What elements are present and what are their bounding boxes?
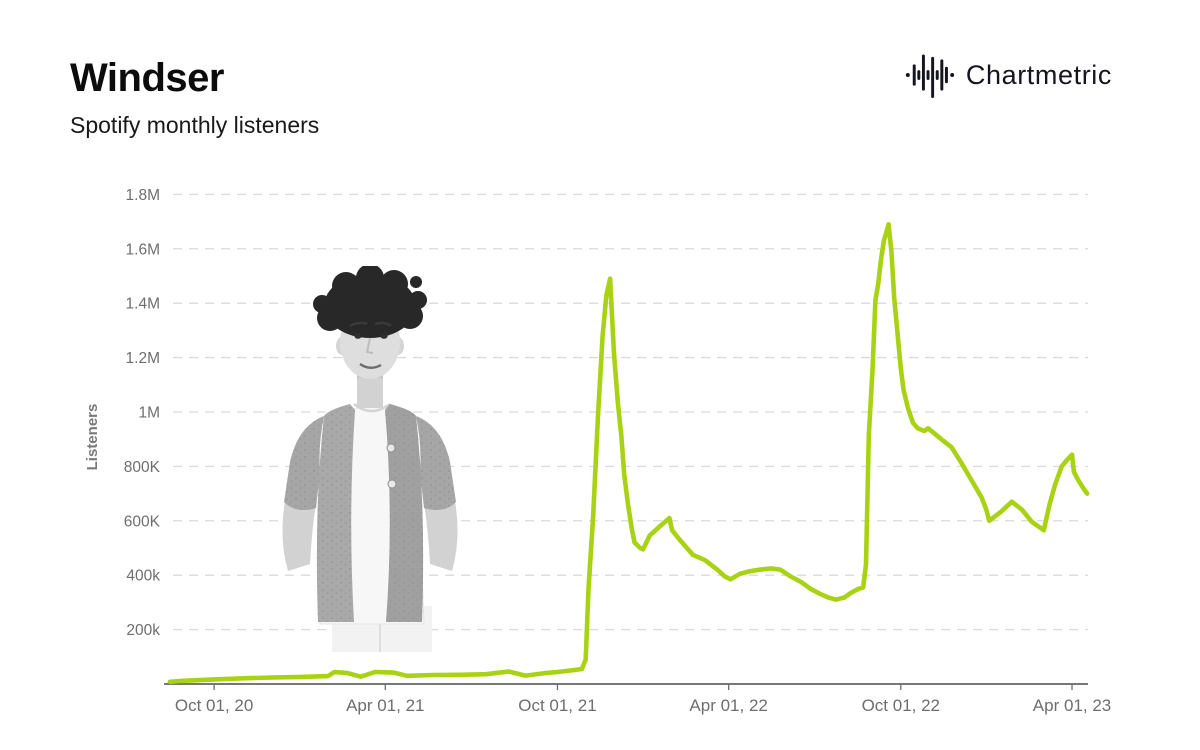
cardigan-button <box>386 443 396 453</box>
y-axis-tick-label: 600K <box>124 513 161 530</box>
x-axis-tick-label: Oct 01, 22 <box>862 696 940 715</box>
artist-photo <box>282 266 458 652</box>
y-axis-tick-label: 400k <box>126 568 160 585</box>
y-axis-tick-label: 1.4M <box>126 296 160 313</box>
waveform-logo-icon <box>905 54 955 98</box>
y-axis-tick-label: 1M <box>138 404 160 421</box>
y-axis-tick-label: 200k <box>126 622 160 639</box>
x-axis-tick-label: Apr 01, 23 <box>1033 696 1111 715</box>
chartmetric-logo: Chartmetric <box>905 52 1112 98</box>
brand-name: Chartmetric <box>965 59 1112 90</box>
page-subtitle: Spotify monthly listeners <box>70 112 320 138</box>
left-arm <box>282 496 316 571</box>
y-axis-tick-label: 1.6M <box>126 241 160 258</box>
listeners-series-line <box>167 222 1090 685</box>
right-arm <box>424 496 458 571</box>
y-axis-tick-label: 800K <box>124 459 161 476</box>
y-axis-tick-label: 1.2M <box>126 350 160 367</box>
y-axis-tick-label: 1.8M <box>126 187 160 204</box>
cardigan-button <box>387 479 397 489</box>
curly-hair <box>313 266 427 338</box>
facial-features <box>349 321 392 369</box>
page-title: Windser <box>70 56 224 100</box>
x-axis-tick-label: Apr 01, 22 <box>689 696 767 715</box>
x-axis-tick-label: Oct 01, 20 <box>175 696 253 715</box>
x-axis-tick-label: Apr 01, 21 <box>346 696 424 715</box>
tee-collar <box>353 402 391 413</box>
y-axis-title: Listeners <box>84 404 101 471</box>
x-axis-tick-label: Oct 01, 21 <box>518 696 596 715</box>
